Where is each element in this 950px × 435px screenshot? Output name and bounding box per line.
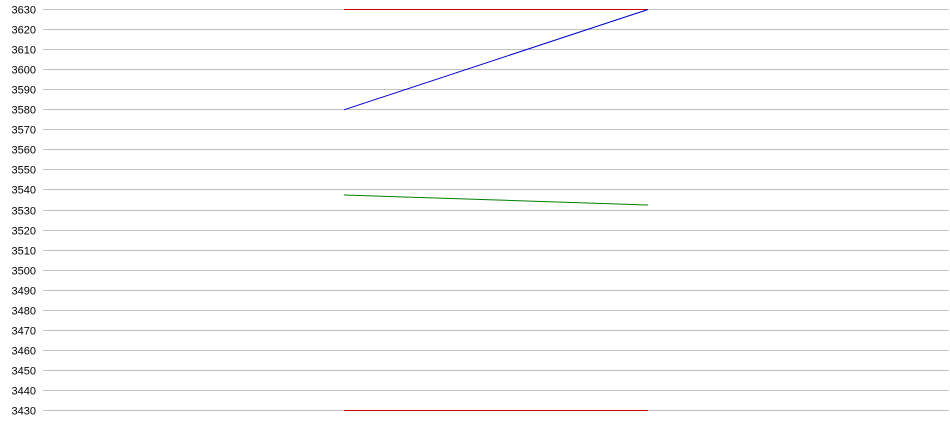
y-tick-label: 3540 bbox=[12, 185, 36, 197]
y-tick-label: 3480 bbox=[12, 306, 36, 318]
y-tick-label: 3570 bbox=[12, 125, 36, 137]
y-tick-label: 3430 bbox=[12, 406, 36, 418]
gridlines bbox=[43, 9, 949, 411]
y-tick-label: 3580 bbox=[12, 105, 36, 117]
y-tick-label: 3560 bbox=[12, 145, 36, 157]
y-tick-label: 3490 bbox=[12, 286, 36, 298]
y-tick-label: 3520 bbox=[12, 226, 36, 238]
y-tick-label: 3500 bbox=[12, 266, 36, 278]
y-tick-label: 3620 bbox=[12, 25, 36, 37]
y-tick-label: 3600 bbox=[12, 65, 36, 77]
y-tick-label: 3510 bbox=[12, 246, 36, 258]
y-tick-label: 3630 bbox=[12, 5, 36, 17]
plot-area bbox=[343, 9, 649, 411]
series-line-3 bbox=[343, 194, 649, 206]
y-tick-label: 3460 bbox=[12, 346, 36, 358]
y-tick-label: 3450 bbox=[12, 366, 36, 378]
y-tick-label: 3590 bbox=[12, 85, 36, 97]
y-tick-label: 3440 bbox=[12, 386, 36, 398]
series-line-2 bbox=[343, 9, 649, 111]
y-axis: 3630 3620 3610 3600 3590 3580 3570 3560 3550 3540… bbox=[12, 5, 36, 418]
y-tick-label: 3610 bbox=[12, 45, 36, 57]
y-tick-label: 3550 bbox=[12, 165, 36, 177]
y-tick-label: 3470 bbox=[12, 326, 36, 338]
y-tick-label: 3530 bbox=[12, 206, 36, 218]
